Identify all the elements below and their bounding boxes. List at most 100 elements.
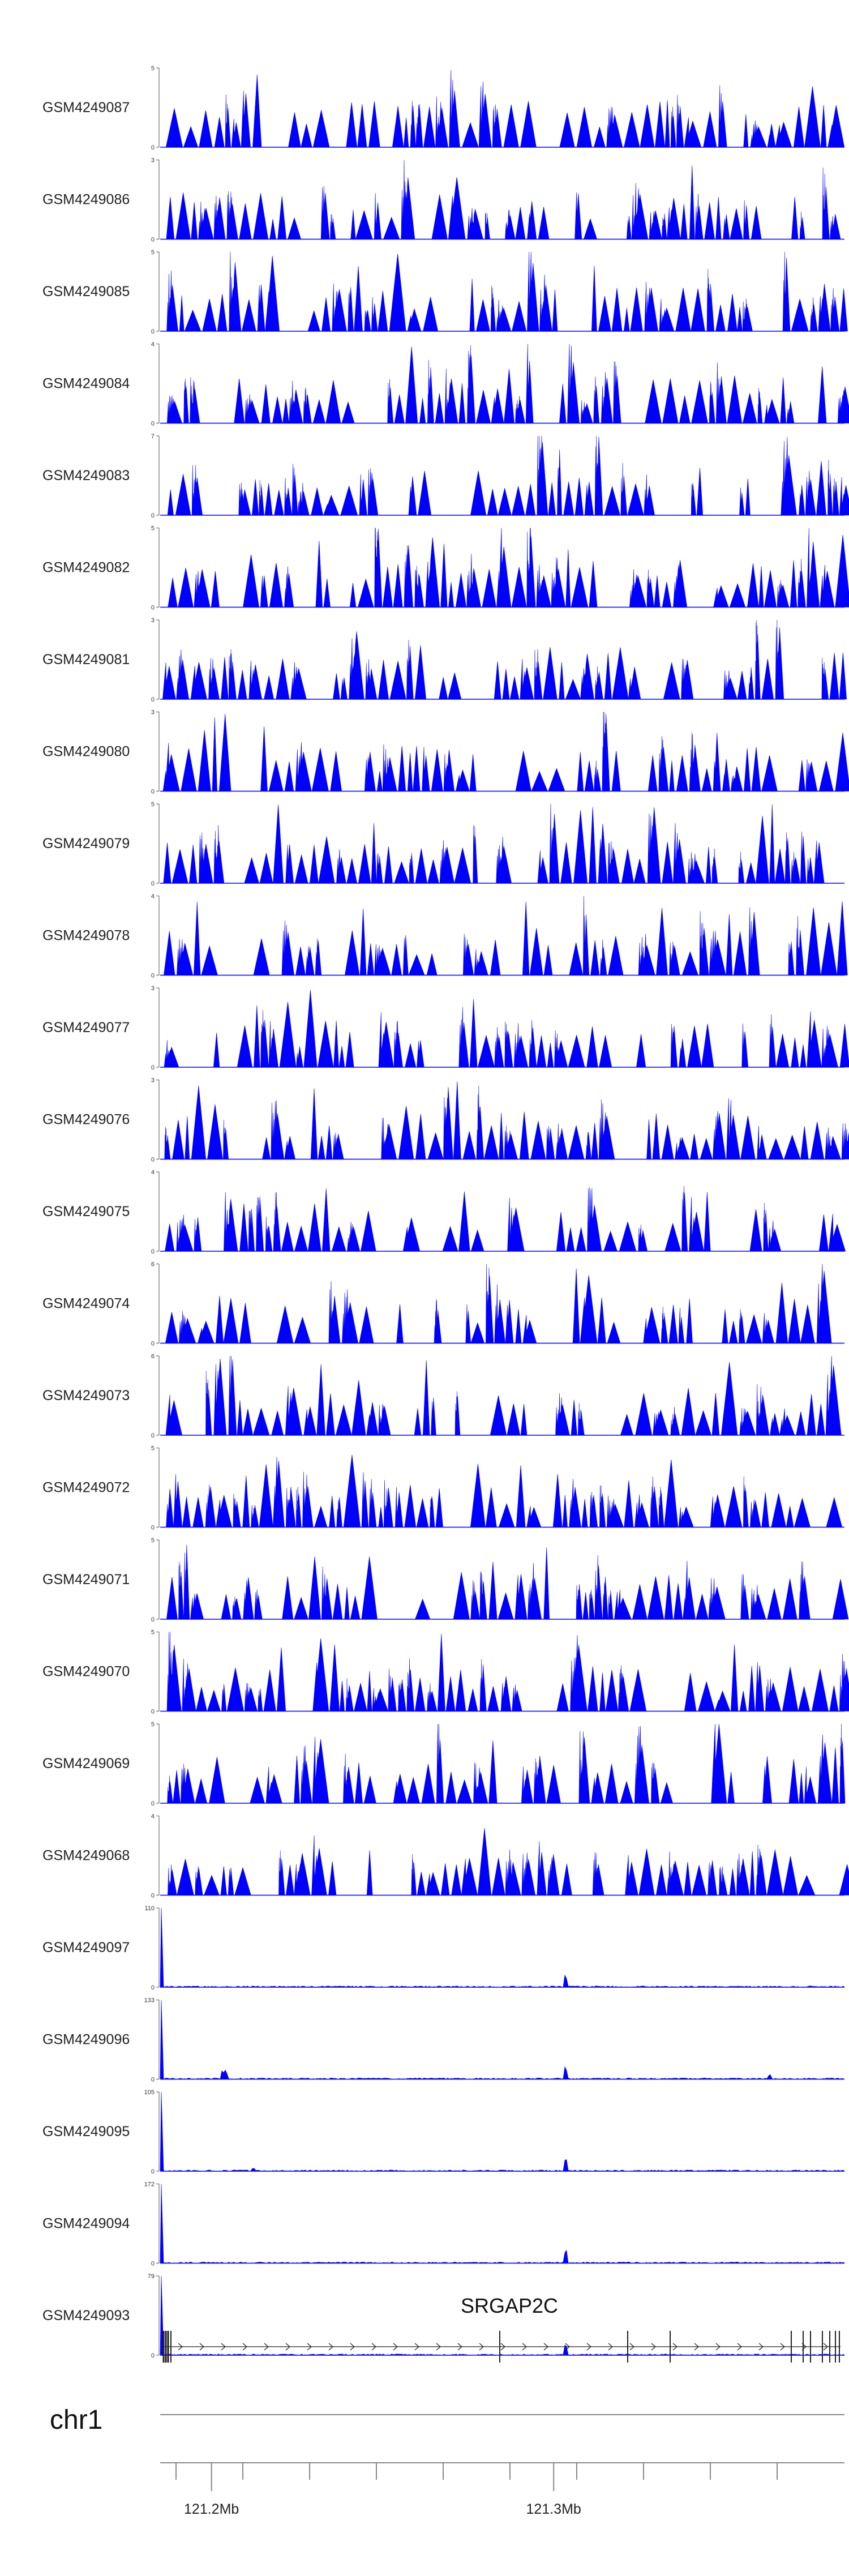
track-GSM4249078: GSM4249078 4 0	[42, 893, 848, 979]
track-GSM4249083: GSM4249083 7 0	[42, 433, 849, 519]
y-tick-label-max: 3	[151, 709, 155, 716]
y-tick-label-min: 0	[151, 144, 155, 151]
y-tick-label-max: 110	[144, 1905, 155, 1912]
track-GSM4249073: GSM4249073 6 0	[42, 1353, 844, 1439]
track-label: GSM4249083	[42, 468, 130, 483]
y-tick-label-max: 4	[151, 893, 155, 900]
y-tick-label-max: 105	[144, 2089, 155, 2096]
track-GSM4249080: GSM4249080 3 0	[42, 709, 849, 795]
track-GSM4249084: GSM4249084 4 0	[42, 341, 849, 427]
signal-area	[160, 2091, 845, 2172]
y-tick-label-max: 3	[151, 157, 155, 164]
track-label: GSM4249084	[42, 376, 130, 392]
track-GSM4249087: GSM4249087 5 0	[42, 65, 845, 151]
track-label: GSM4249094	[42, 2216, 130, 2232]
track-label: GSM4249069	[42, 1756, 130, 1771]
strand-arrow	[758, 2343, 764, 2351]
y-tick-label-min: 0	[151, 2077, 155, 2083]
strand-arrow	[823, 2343, 828, 2351]
y-tick-label-max: 4	[151, 1813, 155, 1820]
y-tick-label-min: 0	[151, 880, 155, 887]
strand-arrow	[350, 2343, 355, 2351]
strand-arrow	[285, 2343, 290, 2351]
strand-arrow	[307, 2343, 312, 2351]
strand-arrow	[457, 2343, 462, 2351]
track-label: GSM4249068	[42, 1848, 130, 1864]
signal-area	[160, 1454, 844, 1527]
y-tick-label-min: 0	[151, 1709, 155, 1715]
y-tick-label-max: 5	[151, 1537, 155, 1544]
track-label: GSM4249085	[42, 284, 130, 299]
strand-arrow	[522, 2343, 527, 2351]
strand-arrow	[672, 2343, 678, 2351]
strand-arrow	[221, 2343, 226, 2351]
y-tick-label-max: 5	[151, 249, 155, 256]
strand-arrow	[393, 2343, 398, 2351]
track-GSM4249075: GSM4249075 4 0	[42, 1169, 846, 1255]
track-label: GSM4249075	[42, 1204, 130, 1219]
y-tick-label-max: 3	[151, 1077, 155, 1084]
y-tick-label-max: 5	[151, 1629, 155, 1636]
y-tick-label-min: 0	[151, 237, 155, 243]
y-tick-label-max: 3	[151, 617, 155, 624]
strand-arrow	[565, 2343, 570, 2351]
strand-arrow	[371, 2343, 376, 2351]
chromosome-axis: chr1 121.2Mb 121.3Mb	[50, 2405, 844, 2517]
signal-area	[160, 712, 849, 791]
strand-arrow	[608, 2343, 613, 2351]
y-tick-label-min: 0	[151, 1157, 155, 1163]
track-label: GSM4249077	[42, 1020, 130, 1035]
y-tick-label-min: 0	[151, 421, 155, 427]
y-tick-label-min: 0	[151, 1248, 155, 1255]
track-GSM4249081: GSM4249081 3 0	[42, 617, 847, 703]
track-label: GSM4249071	[42, 1572, 130, 1587]
y-tick-label-max: 5	[151, 65, 155, 72]
strand-arrow	[264, 2343, 269, 2351]
signal-area	[160, 803, 844, 884]
signal-area	[160, 1632, 849, 1711]
y-tick-label-max: 6	[151, 1261, 155, 1268]
y-tick-label-max: 4	[151, 341, 155, 348]
track-GSM4249094: GSM4249094 172 0	[42, 2181, 845, 2267]
strand-arrow	[543, 2343, 548, 2351]
y-tick-label-max: 5	[151, 801, 155, 808]
axis-tick-label: 121.3Mb	[526, 2501, 581, 2517]
strand-arrow	[694, 2343, 699, 2351]
y-tick-label-min: 0	[151, 1525, 155, 1531]
track-label: GSM4249073	[42, 1388, 130, 1403]
y-tick-label-max: 79	[148, 2273, 155, 2280]
track-GSM4249096: GSM4249096 133 0	[42, 1997, 845, 2083]
track-label: GSM4249097	[42, 1940, 130, 1955]
y-tick-label-min: 0	[151, 1984, 155, 1991]
track-label: GSM4249080	[42, 744, 130, 760]
track-label: GSM4249070	[42, 1664, 130, 1680]
signal-area	[160, 160, 844, 239]
y-tick-label-min: 0	[151, 1341, 155, 1347]
track-label: GSM4249093	[42, 2308, 130, 2323]
track-GSM4249082: GSM4249082 5 0	[42, 525, 849, 611]
y-tick-label-max: 3	[151, 985, 155, 992]
y-tick-label-min: 0	[151, 789, 155, 795]
signal-area	[160, 1544, 849, 1620]
y-tick-label-min: 0	[151, 2168, 155, 2175]
track-GSM4249072: GSM4249072 5 0	[42, 1445, 844, 1531]
y-tick-label-min: 0	[151, 1432, 155, 1439]
strand-arrow	[242, 2343, 247, 2351]
signal-area	[160, 344, 849, 423]
track-label: GSM4249074	[42, 1296, 130, 1312]
track-GSM4249085: GSM4249085 5 0	[42, 249, 848, 335]
strand-arrow	[328, 2343, 333, 2351]
track-label: GSM4249081	[42, 652, 130, 667]
track-label: GSM4249082	[42, 560, 130, 576]
strand-arrow	[199, 2343, 204, 2351]
strand-arrow	[414, 2343, 419, 2351]
gene-name-label: SRGAP2C	[461, 2294, 558, 2317]
signal-area	[160, 896, 848, 975]
signal-area	[160, 1355, 844, 1436]
y-tick-label-min: 0	[151, 1616, 155, 1623]
signal-area	[160, 990, 849, 1068]
y-tick-label-max: 172	[144, 2181, 155, 2188]
chromosome-label: chr1	[50, 2405, 102, 2435]
strand-arrow	[436, 2343, 441, 2351]
